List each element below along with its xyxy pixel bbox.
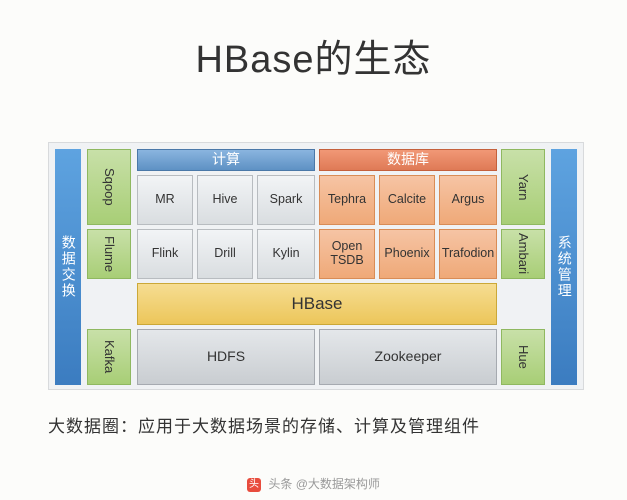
node-sqoop: Sqoop (87, 149, 131, 225)
header-database: 数据库 (319, 149, 497, 171)
toutiao-icon: 头 (247, 478, 261, 492)
page-title: HBase的生态 (0, 0, 627, 83)
ecosystem-diagram: 数据交换 系统管理 Sqoop Flume Kafka Yarn Ambari … (48, 142, 584, 390)
node-spark: Spark (257, 175, 315, 225)
node-trafodion: Trafodion (439, 229, 497, 279)
node-yarn: Yarn (501, 149, 545, 225)
node-kafka: Kafka (87, 329, 131, 385)
node-hue: Hue (501, 329, 545, 385)
footer-prefix: 头条 @ (268, 477, 308, 491)
node-ambari: Ambari (501, 229, 545, 279)
node-mr: MR (137, 175, 193, 225)
node-calcite: Calcite (379, 175, 435, 225)
node-zookeeper: Zookeeper (319, 329, 497, 385)
node-opentsdb: Open TSDB (319, 229, 375, 279)
node-phoenix: Phoenix (379, 229, 435, 279)
node-hdfs: HDFS (137, 329, 315, 385)
node-kylin: Kylin (257, 229, 315, 279)
node-hbase: HBase (137, 283, 497, 325)
node-flink: Flink (137, 229, 193, 279)
node-argus: Argus (439, 175, 497, 225)
node-tephra: Tephra (319, 175, 375, 225)
node-flume: Flume (87, 229, 131, 279)
left-rail-data-exchange: 数据交换 (55, 149, 81, 385)
caption-text: 大数据圈：应用于大数据场景的存储、计算及管理组件 (48, 412, 480, 437)
footer-attribution: 头 头条 @大数据架构师 (0, 475, 627, 492)
node-drill: Drill (197, 229, 253, 279)
header-compute: 计算 (137, 149, 315, 171)
footer-author: 大数据架构师 (308, 477, 380, 491)
right-rail-system-mgmt: 系统管理 (551, 149, 577, 385)
node-hive: Hive (197, 175, 253, 225)
